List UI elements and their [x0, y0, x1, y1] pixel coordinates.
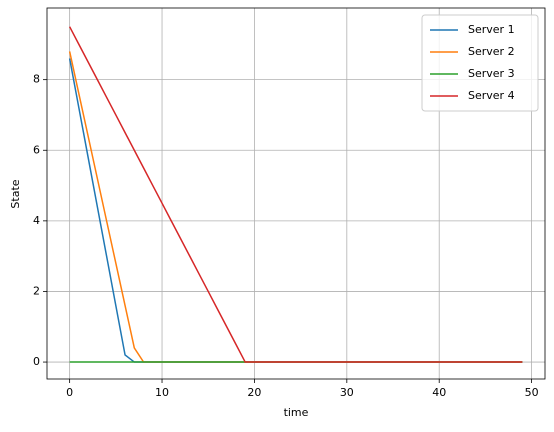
legend-box	[421, 14, 539, 112]
y-tick-label: 2	[33, 284, 40, 297]
y-tick-label: 8	[33, 73, 40, 86]
legend-label: Server 3	[468, 67, 515, 80]
legend-label: Server 1	[468, 23, 515, 36]
y-tick-label: 0	[33, 355, 40, 368]
x-tick-label: 40	[432, 386, 446, 399]
legend-label: Server 2	[468, 45, 515, 58]
y-axis-label: State	[9, 179, 22, 208]
x-tick-label: 10	[155, 386, 169, 399]
series-line	[68, 26, 523, 363]
plot-frame	[46, 7, 546, 380]
legend-label: Server 4	[468, 89, 515, 102]
x-tick-label: 30	[340, 386, 354, 399]
x-tick-label: 50	[525, 386, 539, 399]
x-axis-label: time	[284, 406, 309, 419]
y-tick-label: 4	[33, 214, 40, 227]
x-tick-label: 0	[66, 386, 73, 399]
x-tick-label: 20	[247, 386, 261, 399]
y-tick-label: 6	[33, 143, 40, 156]
